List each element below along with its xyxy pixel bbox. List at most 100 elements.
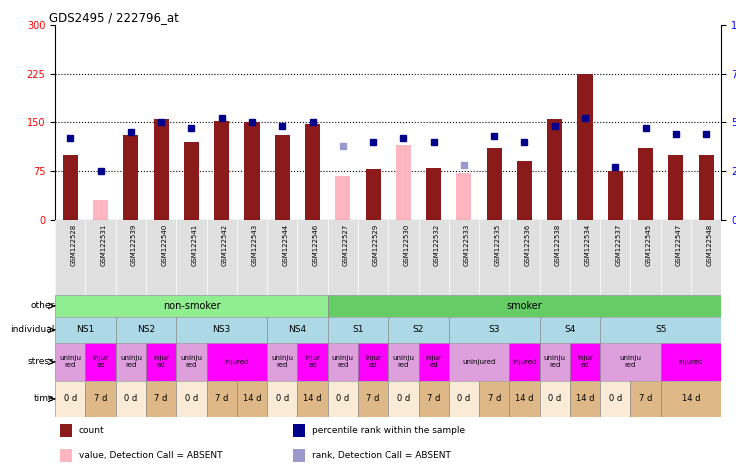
Bar bbox=[328, 381, 358, 417]
Text: GSM122531: GSM122531 bbox=[101, 224, 107, 266]
Bar bbox=[600, 381, 631, 417]
Bar bbox=[396, 145, 411, 220]
Text: rank, Detection Call = ABSENT: rank, Detection Call = ABSENT bbox=[311, 451, 450, 460]
Bar bbox=[154, 119, 169, 220]
Text: NS3: NS3 bbox=[213, 325, 231, 334]
Bar bbox=[668, 155, 684, 220]
Text: injur
ed: injur ed bbox=[153, 356, 169, 368]
Bar bbox=[509, 381, 539, 417]
Text: 7 d: 7 d bbox=[639, 394, 652, 403]
Text: injur
ed: injur ed bbox=[577, 356, 593, 368]
Bar bbox=[389, 343, 419, 381]
Text: GSM122530: GSM122530 bbox=[403, 224, 409, 266]
Bar bbox=[55, 317, 116, 343]
Text: GDS2495 / 222796_at: GDS2495 / 222796_at bbox=[49, 11, 178, 24]
Text: GSM122529: GSM122529 bbox=[373, 224, 379, 266]
Bar bbox=[328, 343, 358, 381]
Bar bbox=[600, 343, 661, 381]
Bar bbox=[419, 381, 449, 417]
Text: 7 d: 7 d bbox=[155, 394, 168, 403]
Bar bbox=[244, 122, 260, 220]
Bar bbox=[267, 381, 297, 417]
Bar bbox=[366, 169, 381, 220]
Bar bbox=[661, 381, 721, 417]
Text: injured: injured bbox=[512, 359, 537, 365]
Text: 0 d: 0 d bbox=[124, 394, 138, 403]
Text: GSM122532: GSM122532 bbox=[434, 224, 439, 266]
Text: NS1: NS1 bbox=[77, 325, 95, 334]
Text: GSM122528: GSM122528 bbox=[71, 224, 77, 266]
Bar bbox=[638, 148, 653, 220]
Text: GSM122540: GSM122540 bbox=[161, 224, 167, 266]
Bar bbox=[608, 171, 623, 220]
Text: S4: S4 bbox=[565, 325, 576, 334]
Text: uninju
red: uninju red bbox=[120, 356, 142, 368]
Text: GSM122539: GSM122539 bbox=[131, 224, 137, 266]
Bar bbox=[389, 317, 449, 343]
Text: injur
ed: injur ed bbox=[365, 356, 381, 368]
Text: GSM122543: GSM122543 bbox=[252, 224, 258, 266]
Text: 7 d: 7 d bbox=[367, 394, 380, 403]
Text: injur
ed: injur ed bbox=[93, 356, 108, 368]
Bar bbox=[93, 201, 108, 220]
Text: 7 d: 7 d bbox=[427, 394, 440, 403]
Bar bbox=[578, 73, 592, 220]
Text: GSM122548: GSM122548 bbox=[706, 224, 712, 266]
Bar bbox=[146, 343, 177, 381]
Text: GSM122545: GSM122545 bbox=[645, 224, 651, 266]
Bar bbox=[267, 317, 328, 343]
Text: 0 d: 0 d bbox=[64, 394, 77, 403]
Text: uninju
red: uninju red bbox=[620, 356, 642, 368]
Bar bbox=[293, 449, 305, 462]
Bar bbox=[358, 381, 389, 417]
Text: 0 d: 0 d bbox=[609, 394, 622, 403]
Bar bbox=[55, 381, 85, 417]
Bar bbox=[116, 381, 146, 417]
Bar bbox=[328, 295, 721, 317]
Bar bbox=[479, 381, 509, 417]
Bar bbox=[698, 155, 714, 220]
Text: GSM122541: GSM122541 bbox=[191, 224, 197, 266]
Bar bbox=[661, 343, 721, 381]
Text: 7 d: 7 d bbox=[215, 394, 228, 403]
Bar bbox=[207, 343, 267, 381]
Text: GSM122538: GSM122538 bbox=[555, 224, 561, 266]
Text: GSM122542: GSM122542 bbox=[222, 224, 227, 266]
Text: 0 d: 0 d bbox=[276, 394, 289, 403]
Text: GSM122536: GSM122536 bbox=[525, 224, 531, 266]
Text: uninju
red: uninju red bbox=[392, 356, 414, 368]
Text: GSM122547: GSM122547 bbox=[676, 224, 682, 266]
Bar bbox=[116, 343, 146, 381]
Bar bbox=[449, 317, 539, 343]
Text: non-smoker: non-smoker bbox=[163, 301, 220, 311]
Text: percentile rank within the sample: percentile rank within the sample bbox=[311, 426, 464, 435]
Text: count: count bbox=[79, 426, 104, 435]
Text: GSM122546: GSM122546 bbox=[313, 224, 319, 266]
Text: injur
ed: injur ed bbox=[425, 356, 442, 368]
Bar bbox=[539, 317, 600, 343]
Bar bbox=[146, 381, 177, 417]
Bar bbox=[60, 424, 71, 437]
Text: 14 d: 14 d bbox=[515, 394, 534, 403]
Text: S5: S5 bbox=[655, 325, 667, 334]
Bar bbox=[124, 136, 138, 220]
Text: 0 d: 0 d bbox=[336, 394, 350, 403]
Bar bbox=[336, 176, 350, 220]
Bar bbox=[207, 381, 237, 417]
Text: 14 d: 14 d bbox=[243, 394, 261, 403]
Bar bbox=[214, 121, 230, 220]
Bar bbox=[177, 343, 207, 381]
Bar bbox=[85, 381, 116, 417]
Bar bbox=[449, 343, 509, 381]
Text: GSM122533: GSM122533 bbox=[464, 224, 470, 266]
Bar bbox=[539, 343, 570, 381]
Text: injur
ed: injur ed bbox=[305, 356, 320, 368]
Bar bbox=[116, 317, 177, 343]
Bar bbox=[631, 381, 661, 417]
Text: 0 d: 0 d bbox=[397, 394, 410, 403]
Text: individual: individual bbox=[10, 325, 54, 334]
Text: uninju
red: uninju red bbox=[272, 356, 293, 368]
Bar bbox=[63, 155, 78, 220]
Bar bbox=[297, 381, 328, 417]
Text: GSM122527: GSM122527 bbox=[343, 224, 349, 266]
